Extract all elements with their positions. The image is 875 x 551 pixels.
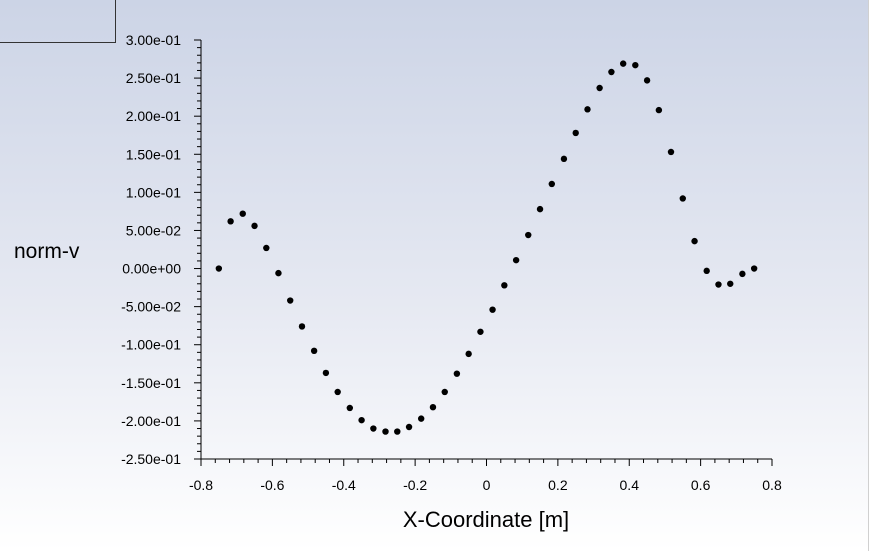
data-point [739,270,746,278]
x-axis-ticks: -0.8 -0.6 -0.4 -0.2 0 0.2 0.4 0.6 0.8 [189,459,782,493]
data-point [560,155,568,163]
data-point [489,306,496,313]
data-point [215,265,223,272]
data-point [643,77,651,84]
data-point [394,428,401,435]
x-tick-label: -0.2 [403,477,427,493]
y-tick-label: 2.50e-01 [126,70,181,86]
data-point [405,423,413,431]
data-point [512,256,520,264]
y-tick-label: -1.50e-01 [121,375,181,391]
x-tick-label: 0.6 [691,477,711,493]
data-point [536,205,544,213]
data-point [465,350,472,358]
y-tick-label: -1.00e-01 [121,337,181,353]
data-point [239,210,246,217]
y-tick-label: 3.00e-01 [126,32,181,48]
data-point [501,282,508,289]
window-edge-divider [868,0,875,551]
legend-box [0,0,116,43]
data-point [298,323,306,330]
data-point [334,388,341,396]
data-point [263,244,270,252]
data-point [679,195,686,202]
data-point [703,267,710,275]
data-point [715,281,722,288]
data-point [227,218,234,225]
y-tick-label: -5.00e-02 [121,299,181,315]
data-point [417,415,425,422]
axes [200,40,772,460]
data-point [322,369,330,377]
data-point [584,106,591,113]
data-point [346,404,354,412]
data-point [525,231,532,239]
x-axis-label: X-Coordinate [m] [403,507,569,532]
data-point [691,237,698,245]
y-tick-label: -2.00e-01 [121,413,181,429]
data-point [429,403,437,411]
y-tick-label: 5.00e-02 [126,222,181,238]
data-points [215,60,758,435]
data-point [441,388,448,396]
y-axis-ticks: 3.00e-01 2.50e-01 2.00e-01 1.50e-01 1.00e-01… [121,32,201,467]
data-point [596,84,603,92]
y-tick-label: 0.00e+00 [122,261,181,277]
data-point [632,61,639,69]
x-tick-label: 0.2 [548,477,568,493]
data-point [750,265,758,272]
y-tick-label: 1.50e-01 [126,146,181,162]
data-point [251,222,258,230]
y-axis-label: norm-v [14,240,80,263]
data-point [453,370,461,377]
x-tick-label: 0 [483,477,491,493]
x-tick-label: 0.8 [762,477,782,493]
x-tick-label: -0.4 [332,477,356,493]
y-tick-label: 1.00e-01 [126,184,181,200]
data-point [655,106,663,114]
x-tick-label: -0.6 [260,477,284,493]
data-point [310,347,318,355]
data-point [608,68,615,76]
data-point [727,280,734,287]
data-point [370,425,377,432]
data-point [572,129,579,137]
x-tick-label: -0.8 [189,477,213,493]
data-point [667,148,675,156]
data-point [619,60,627,67]
y-tick-label: 2.00e-01 [126,108,181,124]
data-point [275,269,282,277]
data-point [287,297,294,304]
data-point [382,428,389,435]
data-point [477,328,484,335]
x-tick-label: 0.4 [620,477,640,493]
data-point [548,180,556,188]
y-tick-label: -2.50e-01 [121,451,181,467]
data-point [358,416,365,424]
